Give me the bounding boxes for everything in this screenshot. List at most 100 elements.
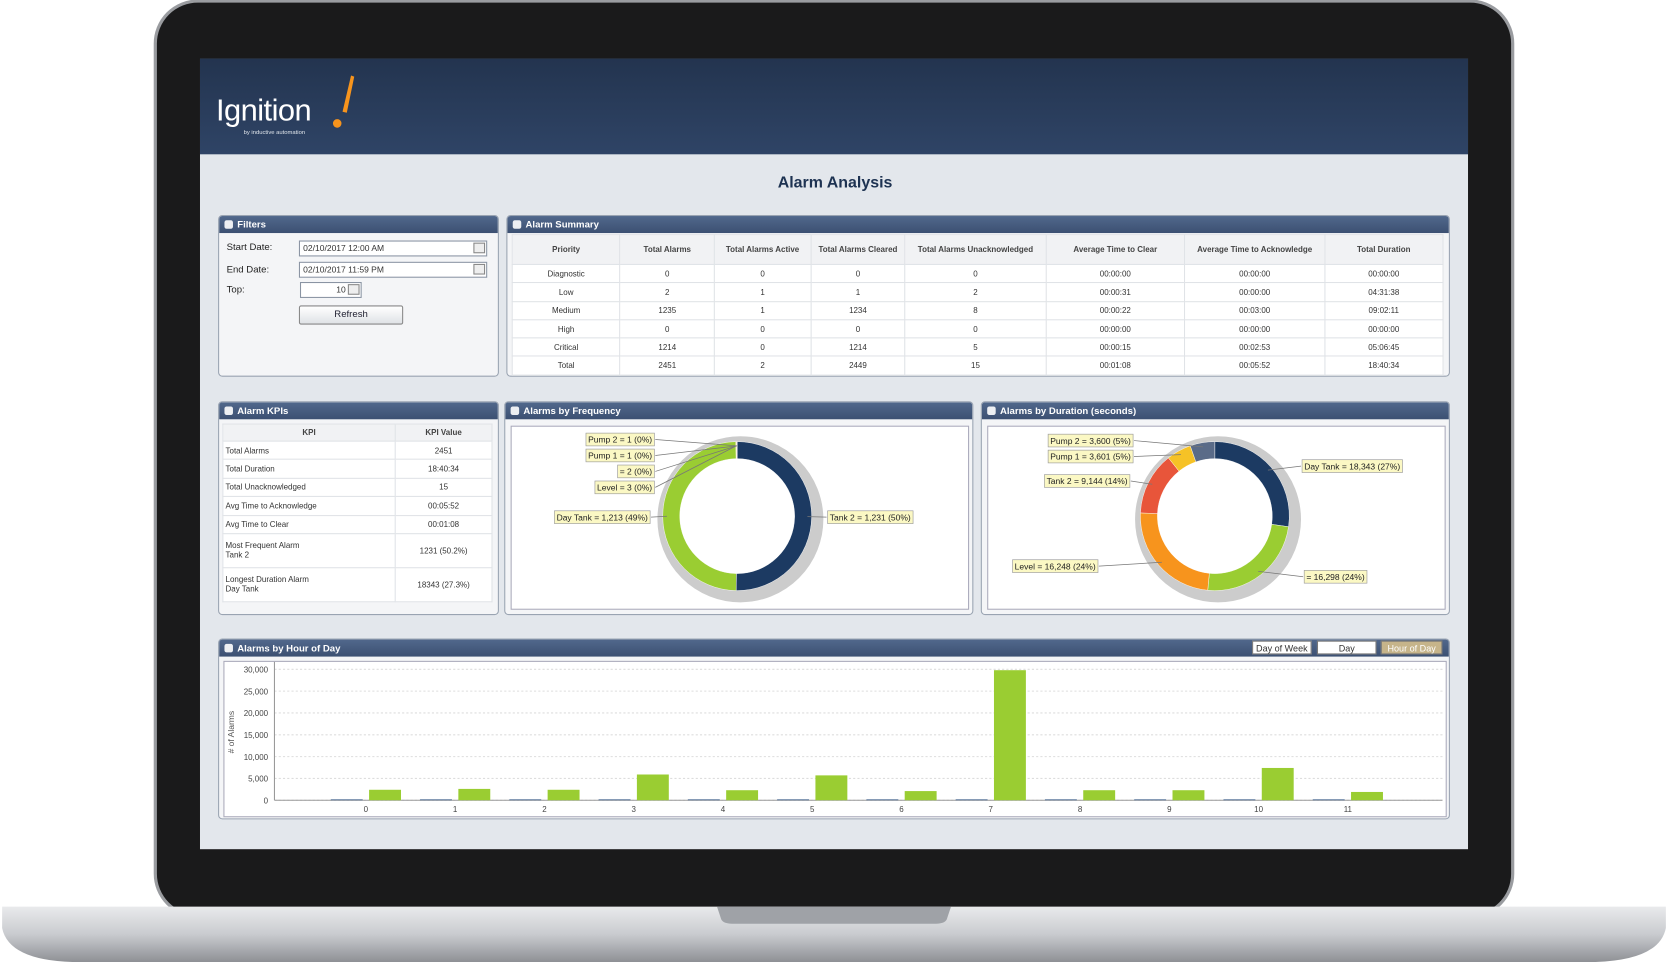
toggle-button[interactable]: Day <box>1316 640 1377 655</box>
bar <box>369 789 402 801</box>
table-row: High 0 0 0 0 00:00:00 00:00:00 00:00:00 <box>511 319 1444 339</box>
column-header: KPI Value <box>394 423 493 442</box>
panel-header: Alarms by Frequency <box>505 402 973 420</box>
value-label: Pump 2 = 1 (0%) <box>588 435 652 445</box>
x-tick-label: 2 <box>542 805 547 814</box>
spinner[interactable] <box>347 284 360 295</box>
end-date-input[interactable]: 02/10/2017 11:59 PM <box>298 261 488 278</box>
y-tick-label: 5,000 <box>248 775 269 784</box>
value-label: Level = 3 (0%) <box>597 483 652 493</box>
table-row: Avg Time to Clear 00:01:08 <box>222 514 493 535</box>
value-label: Day Tank = 18,343 (27%) <box>1304 461 1400 471</box>
label-box <box>1044 474 1131 488</box>
bar <box>1044 799 1077 801</box>
leader-line <box>1133 454 1181 457</box>
logo-mark <box>332 75 355 128</box>
slice <box>662 441 737 591</box>
header-bar <box>199 58 1469 155</box>
panel-title: Alarms by Hour of Day <box>237 642 341 654</box>
refresh-button[interactable]: Refresh <box>298 305 404 325</box>
bar <box>815 775 848 801</box>
label-box <box>594 480 655 495</box>
x-tick-label: 11 <box>1344 805 1353 814</box>
value-label: Tank 2 = 9,144 (14%) <box>1047 476 1128 486</box>
column-header: Priority <box>511 234 621 265</box>
x-tick-label: 0 <box>364 805 369 814</box>
label-box <box>585 432 655 447</box>
panel-header: Alarm Summary <box>507 216 1449 234</box>
y-tick-label: 0 <box>264 796 269 805</box>
table-cell: 8 <box>904 300 1047 321</box>
bar <box>687 799 720 801</box>
bar <box>1261 767 1294 801</box>
x-tick-label: 4 <box>721 805 726 814</box>
bar <box>1134 799 1167 801</box>
bar <box>547 789 580 801</box>
bar <box>598 799 631 801</box>
start-label: Start Date: <box>226 241 273 253</box>
x-tick-label: 6 <box>899 805 904 814</box>
table-cell: 18:40:34 <box>1323 355 1444 376</box>
bar <box>726 790 759 801</box>
toggle-button[interactable]: Hour of Day <box>1380 640 1443 655</box>
table-row: Longest Duration Alarm Day Tank 18343 (27… <box>222 567 493 603</box>
end-label: End Date: <box>226 263 270 275</box>
value-label: Pump 1 = 1 (0%) <box>588 451 652 461</box>
x-tick-label: 5 <box>810 805 815 814</box>
x-tick-label: 10 <box>1254 805 1263 814</box>
leader-line <box>1133 440 1204 448</box>
leader-line <box>807 516 827 518</box>
column-header: Average Time to Clear <box>1045 234 1186 265</box>
column-header: KPI <box>222 423 396 442</box>
panel-title: Alarm KPIs <box>237 405 289 417</box>
slice <box>1140 512 1210 591</box>
panel-title: Alarms by Duration (seconds) <box>999 405 1137 417</box>
table-cell: Most Frequent Alarm Tank 2 <box>222 533 396 569</box>
panel-title: Filters <box>237 219 266 230</box>
toggle-button[interactable]: Day of Week <box>1252 640 1312 655</box>
table-row: Most Frequent Alarm Tank 2 1231 (50.2%) <box>222 533 493 569</box>
top-input[interactable]: 10 <box>299 282 362 298</box>
bar <box>636 774 669 801</box>
x-tick-label: 1 <box>453 805 458 814</box>
panel-title: Alarm Summary <box>525 219 599 230</box>
dropdown-button[interactable] <box>473 263 486 275</box>
bar <box>1172 790 1205 801</box>
leader-line <box>655 445 737 488</box>
x-tick-label: 8 <box>1078 805 1083 814</box>
label-box <box>1301 459 1403 473</box>
bar <box>1223 799 1256 801</box>
start-date-value: 02/10/2017 12:00 AM <box>303 243 385 254</box>
bar <box>866 799 899 801</box>
table-row: Medium 1235 1 1234 8 00:00:22 00:03:00 09:02:11 <box>511 300 1444 321</box>
bar <box>993 670 1026 801</box>
label-box <box>827 510 914 524</box>
value-label: Pump 1 = 3,601 (5%) <box>1050 452 1131 462</box>
header-row: Priority Total Alarms Total Alarms Active T… <box>511 234 1444 265</box>
leader-line <box>655 439 738 447</box>
leader-line <box>1098 561 1162 567</box>
bar <box>1312 799 1345 801</box>
table-cell: 2451 <box>619 355 715 376</box>
column-header: Average Time to Acknowledge <box>1184 234 1325 265</box>
label-box <box>617 464 655 479</box>
y-tick-label: 15,000 <box>244 731 269 740</box>
bar <box>509 799 542 801</box>
column-header: Total Alarms Unacknowledged <box>904 234 1047 265</box>
x-tick-label: 3 <box>631 805 636 814</box>
top-label: Top: <box>226 284 245 295</box>
bar <box>330 799 363 801</box>
bar <box>1083 790 1116 801</box>
y-axis-label: # of Alarms <box>226 711 236 754</box>
table-cell: Longest Duration Alarm Day Tank <box>222 567 396 603</box>
label-box <box>1047 433 1134 448</box>
leader-line <box>1267 465 1302 471</box>
dropdown-button[interactable] <box>473 242 486 254</box>
y-tick-label: 25,000 <box>244 687 269 696</box>
start-date-input[interactable]: 02/10/2017 12:00 AM <box>298 240 488 257</box>
column-header: Total Alarms Cleared <box>810 234 906 265</box>
x-tick-label: 9 <box>1167 805 1172 814</box>
bar <box>777 799 810 801</box>
